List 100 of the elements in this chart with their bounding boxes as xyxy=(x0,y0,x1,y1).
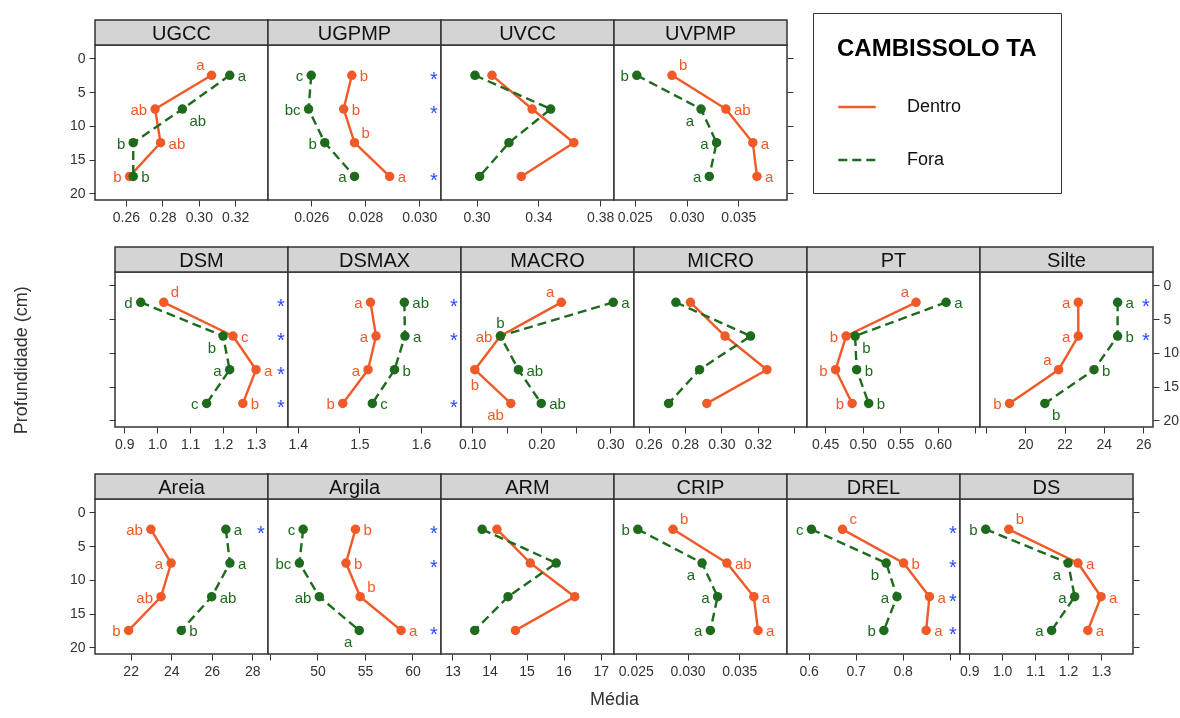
data-label: a xyxy=(1058,588,1068,606)
point xyxy=(841,331,851,341)
data-label: b xyxy=(1015,510,1025,528)
x-tick-label: 0.9 xyxy=(959,662,980,679)
point xyxy=(510,625,521,636)
x-tick-label: 24 xyxy=(1096,435,1113,452)
chart-title: DS xyxy=(1032,475,1061,498)
x-tick-label: 0.7 xyxy=(846,662,867,679)
x-tick-label: 0.34 xyxy=(525,208,553,225)
data-label: a xyxy=(760,134,770,152)
data-label: b xyxy=(367,577,376,595)
x-tick-label: 28 xyxy=(244,662,261,679)
x-tick-label: 1.2 xyxy=(213,435,234,452)
point xyxy=(980,524,991,535)
point xyxy=(941,297,951,308)
x-tick-label: 0.32 xyxy=(744,435,773,452)
point xyxy=(399,297,410,308)
point xyxy=(1073,558,1083,568)
data-label: a xyxy=(900,283,910,301)
point xyxy=(668,524,678,535)
point xyxy=(721,104,731,114)
data-label: a xyxy=(359,328,369,346)
point xyxy=(697,558,707,568)
x-tick-label: 0.38 xyxy=(586,208,615,225)
annotation: * xyxy=(430,102,439,125)
data-label: c xyxy=(849,510,858,528)
point xyxy=(513,364,524,375)
x-tick-label: 0.026 xyxy=(294,208,330,225)
x-tick-label: 26 xyxy=(204,662,221,679)
point xyxy=(879,625,889,636)
y-tick-label: 5 xyxy=(1163,310,1172,327)
data-label: b xyxy=(112,622,121,640)
data-label: ab xyxy=(168,134,186,152)
x-tick-label: 1.0 xyxy=(147,435,168,452)
point xyxy=(1083,625,1093,636)
data-label: ab xyxy=(294,588,312,606)
point xyxy=(477,524,487,535)
point xyxy=(135,297,146,308)
data-label: b xyxy=(993,395,1002,413)
data-label: a xyxy=(701,588,711,606)
data-label: ab xyxy=(189,112,207,130)
data-label: c xyxy=(795,521,804,539)
chart-title: MICRO xyxy=(687,248,754,271)
point xyxy=(354,625,364,636)
chart-title: DSMAX xyxy=(338,248,411,271)
point xyxy=(1096,591,1106,602)
point xyxy=(527,104,537,114)
data-label: ab xyxy=(126,521,143,539)
chart-title: ARM xyxy=(505,475,550,498)
point xyxy=(201,398,212,409)
x-tick-label: 1.6 xyxy=(411,435,432,452)
data-label: b xyxy=(864,361,873,379)
data-label: a xyxy=(354,294,364,312)
data-label: a xyxy=(685,112,695,130)
annotation: * xyxy=(430,522,439,545)
x-tick-label: 0.32 xyxy=(222,208,250,225)
annotation: * xyxy=(430,556,439,579)
point xyxy=(238,398,248,409)
point xyxy=(503,591,513,602)
data-label: a xyxy=(1095,622,1105,640)
data-label: a xyxy=(338,168,348,186)
annotation: * xyxy=(450,295,459,318)
annotation: * xyxy=(277,295,286,318)
data-label: a xyxy=(692,168,702,186)
point xyxy=(711,137,722,148)
point xyxy=(320,137,330,148)
point xyxy=(924,591,935,602)
x-tick-label: 0.028 xyxy=(348,208,384,225)
x-tick-label: 0.60 xyxy=(924,435,953,452)
point xyxy=(667,70,677,81)
data-label: a xyxy=(397,168,407,186)
data-label: a xyxy=(237,555,247,573)
data-label: b xyxy=(496,314,505,332)
y-tick-label: 20 xyxy=(1163,411,1180,428)
x-tick-label: 0.28 xyxy=(149,208,177,225)
data-label: b xyxy=(969,521,978,539)
y-tick-label: 0 xyxy=(77,49,86,66)
data-label: c xyxy=(240,328,249,346)
point xyxy=(389,364,400,375)
y-tick-label: 15 xyxy=(1163,378,1180,395)
data-label: a xyxy=(621,294,631,312)
chart-title: PT xyxy=(880,248,907,271)
point xyxy=(367,398,378,409)
data-label: c xyxy=(191,395,200,413)
point xyxy=(851,364,862,375)
annotation: * xyxy=(277,329,286,352)
data-label: ab xyxy=(733,101,751,119)
data-label: a xyxy=(154,555,164,573)
point xyxy=(830,364,841,375)
point xyxy=(663,398,674,409)
y-tick-label: 15 xyxy=(69,151,86,168)
x-tick-label: 0.030 xyxy=(669,208,705,225)
data-label: a xyxy=(937,588,947,606)
point xyxy=(516,171,527,182)
y-tick-label: 5 xyxy=(77,83,86,100)
data-label: b xyxy=(470,375,480,393)
point xyxy=(722,558,732,568)
x-tick-label: 1.4 xyxy=(288,435,309,452)
point xyxy=(569,137,579,148)
data-label: ab xyxy=(549,395,566,413)
